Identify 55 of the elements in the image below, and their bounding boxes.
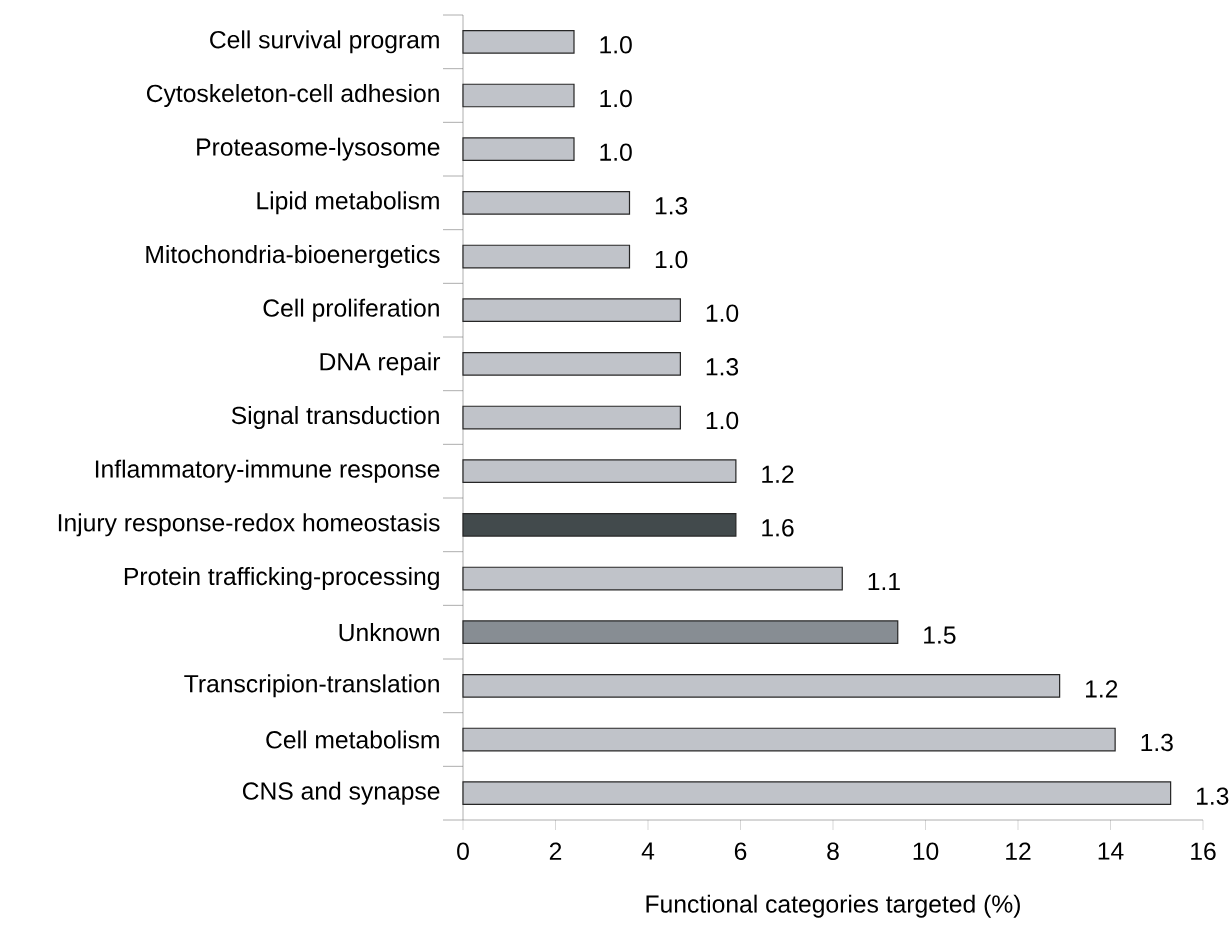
bar (462, 137, 575, 162)
y-tick-label: Cell proliferation (263, 298, 439, 322)
y-tick-label: Signal transduction (231, 406, 439, 430)
y-tick-label: Proteasome-lysosome (197, 137, 440, 161)
annotation: 1.5 (924, 626, 956, 644)
bar (462, 620, 899, 645)
x-tick-label: 2 (549, 842, 562, 860)
y-tick-label: Unknown (339, 623, 439, 642)
annotation: 1.3 (655, 197, 688, 215)
annotation: 1.2 (1086, 680, 1118, 698)
x-tick-label: 8 (827, 842, 839, 860)
y-tick-label: Inflammatory-immune response (95, 459, 440, 483)
annotation: 1.2 (762, 465, 794, 483)
x-axis-title: Functional categories targeted (%) (646, 894, 1020, 918)
y-tick-label: Transcripion-translation (184, 674, 439, 698)
bar (462, 29, 575, 54)
y-tick-label: Mitochondria-bioenergetics (146, 245, 440, 269)
x-tick-label: 10 (913, 842, 939, 860)
annotation: 1.0 (600, 143, 632, 161)
bar (462, 351, 681, 376)
y-tick-label: DNA repair (320, 352, 441, 376)
bar (462, 512, 737, 537)
bar (462, 83, 575, 108)
bar (462, 190, 631, 215)
x-tick-label: 16 (1191, 842, 1216, 860)
bar (462, 298, 681, 323)
x-tick-label: 14 (1098, 842, 1124, 860)
x-tick-label: 0 (457, 842, 469, 860)
bar (462, 673, 1061, 698)
annotation: 1.0 (706, 411, 739, 430)
y-tick-label: Cell metabolism (266, 730, 439, 749)
y-tick-label: CNS and synapse (242, 781, 440, 805)
y-tick-label: Cytoskeleton-cell adhesion (146, 84, 439, 107)
annotation: 1.0 (600, 36, 632, 54)
y-tick-label: Injury response-redox homeostasis (58, 513, 440, 537)
bar (462, 244, 631, 269)
annotation: 1.0 (706, 304, 739, 322)
annotation: 1.1 (868, 573, 900, 590)
bar (462, 781, 1172, 806)
annotation: 1.6 (762, 519, 794, 537)
annotation: 1.3 (1197, 787, 1229, 805)
bar (462, 727, 1116, 752)
annotation: 1.3 (1141, 733, 1173, 752)
bar (462, 459, 737, 484)
y-tick-label: Protein trafficking-processing (124, 567, 439, 591)
x-tick-label: 6 (734, 842, 747, 860)
x-tick-label: 4 (641, 842, 655, 860)
bar (462, 405, 681, 430)
bar (462, 566, 843, 591)
y-tick-label: Cell survival program (210, 30, 439, 54)
annotation: 1.3 (706, 358, 739, 376)
x-tick-label: 12 (1006, 842, 1031, 860)
y-tick-label: Lipid metabolism (257, 191, 439, 215)
annotation: 1.0 (655, 250, 688, 269)
annotation: 1.0 (600, 89, 632, 108)
